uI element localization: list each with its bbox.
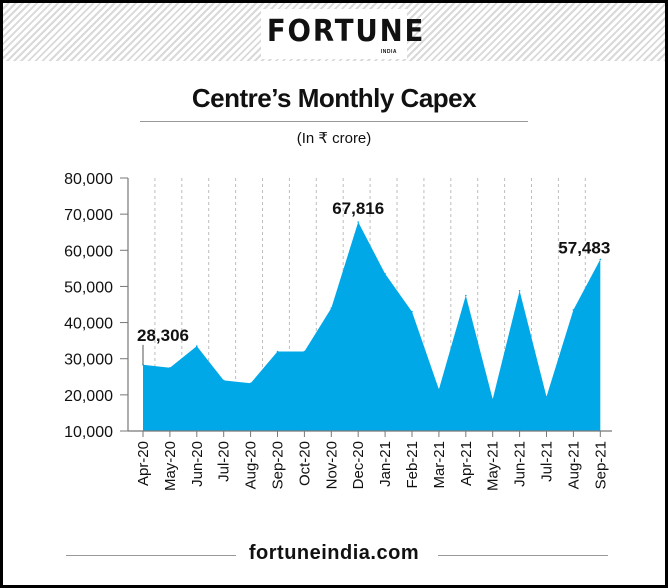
y-tick-label: 50,000 (64, 279, 113, 296)
data-point (545, 395, 548, 398)
x-tick-label: Sep-21 (592, 441, 609, 489)
data-label: 57,483 (558, 238, 610, 257)
x-tick-label: Feb-21 (404, 441, 421, 489)
data-point (491, 398, 494, 401)
y-tick-label: 80,000 (64, 171, 113, 188)
footer-url: fortuneindia.com (248, 542, 420, 564)
axes (127, 178, 612, 437)
footer-divider-right (438, 555, 608, 556)
data-point (599, 258, 602, 261)
y-tick-label: 10,000 (64, 424, 113, 441)
data-point (411, 310, 413, 313)
y-tick-labels: 10,000 20,000 30,000 40,000 50,000 60,000 70,0… (64, 171, 113, 441)
title-divider (140, 121, 528, 122)
x-tick-label: Aug-20 (243, 441, 260, 489)
data-point (465, 294, 467, 297)
data-labels: 28,306 67,816 57,483 (137, 199, 610, 365)
logo-text: FORTUNE (266, 14, 426, 49)
x-tick-label: May-20 (162, 441, 179, 491)
data-point (330, 307, 333, 309)
y-tick-label: 30,000 (64, 352, 113, 369)
data-point (438, 388, 440, 391)
capex-area (143, 222, 601, 431)
chart-frame: FORTUNE INDIA Centre’s Monthly Capex (In… (3, 3, 665, 585)
data-point (572, 309, 575, 311)
x-tick-label: Jun-20 (189, 441, 206, 487)
y-tick-label: 40,000 (64, 316, 113, 333)
data-point (196, 345, 198, 347)
data-label: 67,816 (332, 199, 384, 218)
data-point (303, 350, 306, 353)
chart-subtitle: (In ₹ crore) (296, 130, 372, 147)
x-tick-label: Mar-21 (431, 441, 448, 489)
x-tick-label: Apr-20 (135, 441, 152, 486)
data-label: 28,306 (137, 326, 189, 345)
chart-title: Centre’s Monthly Capex (191, 83, 477, 113)
area-chart: 10,000 20,000 30,000 40,000 50,000 60,000 70,0… (64, 171, 612, 491)
area-series (142, 221, 602, 431)
x-tick-labels: Apr-20 May-20 Jun-20 Jul-20 Aug-20 Sep-20 Oct-… (135, 441, 609, 491)
data-point (276, 350, 279, 353)
data-point (169, 367, 171, 369)
data-point (249, 382, 252, 385)
x-tick-label: Jun-21 (512, 441, 529, 487)
y-tick-label: 70,000 (64, 207, 113, 224)
x-tick-label: Jan-21 (377, 441, 394, 487)
fortune-logo: FORTUNE INDIA (261, 9, 426, 59)
data-point (384, 273, 386, 275)
y-tick-label: 20,000 (64, 388, 113, 405)
x-tick-label: Nov-20 (323, 441, 340, 489)
x-tick-label: Jul-20 (216, 441, 233, 482)
data-point (222, 379, 225, 382)
x-tick-label: Dec-20 (350, 441, 367, 489)
y-tick-label: 60,000 (64, 243, 113, 260)
x-tick-label: Oct-20 (296, 441, 313, 486)
data-point (357, 221, 360, 223)
logo-subtext: INDIA (380, 49, 397, 55)
x-tick-label: Aug-21 (565, 441, 582, 489)
x-tick-label: Apr-21 (458, 441, 475, 486)
footer-divider-left (66, 555, 236, 556)
x-tick-label: Jul-21 (539, 441, 556, 482)
x-tick-label: Sep-20 (270, 441, 287, 489)
data-point (518, 290, 521, 292)
x-tick-label: May-21 (485, 441, 502, 491)
